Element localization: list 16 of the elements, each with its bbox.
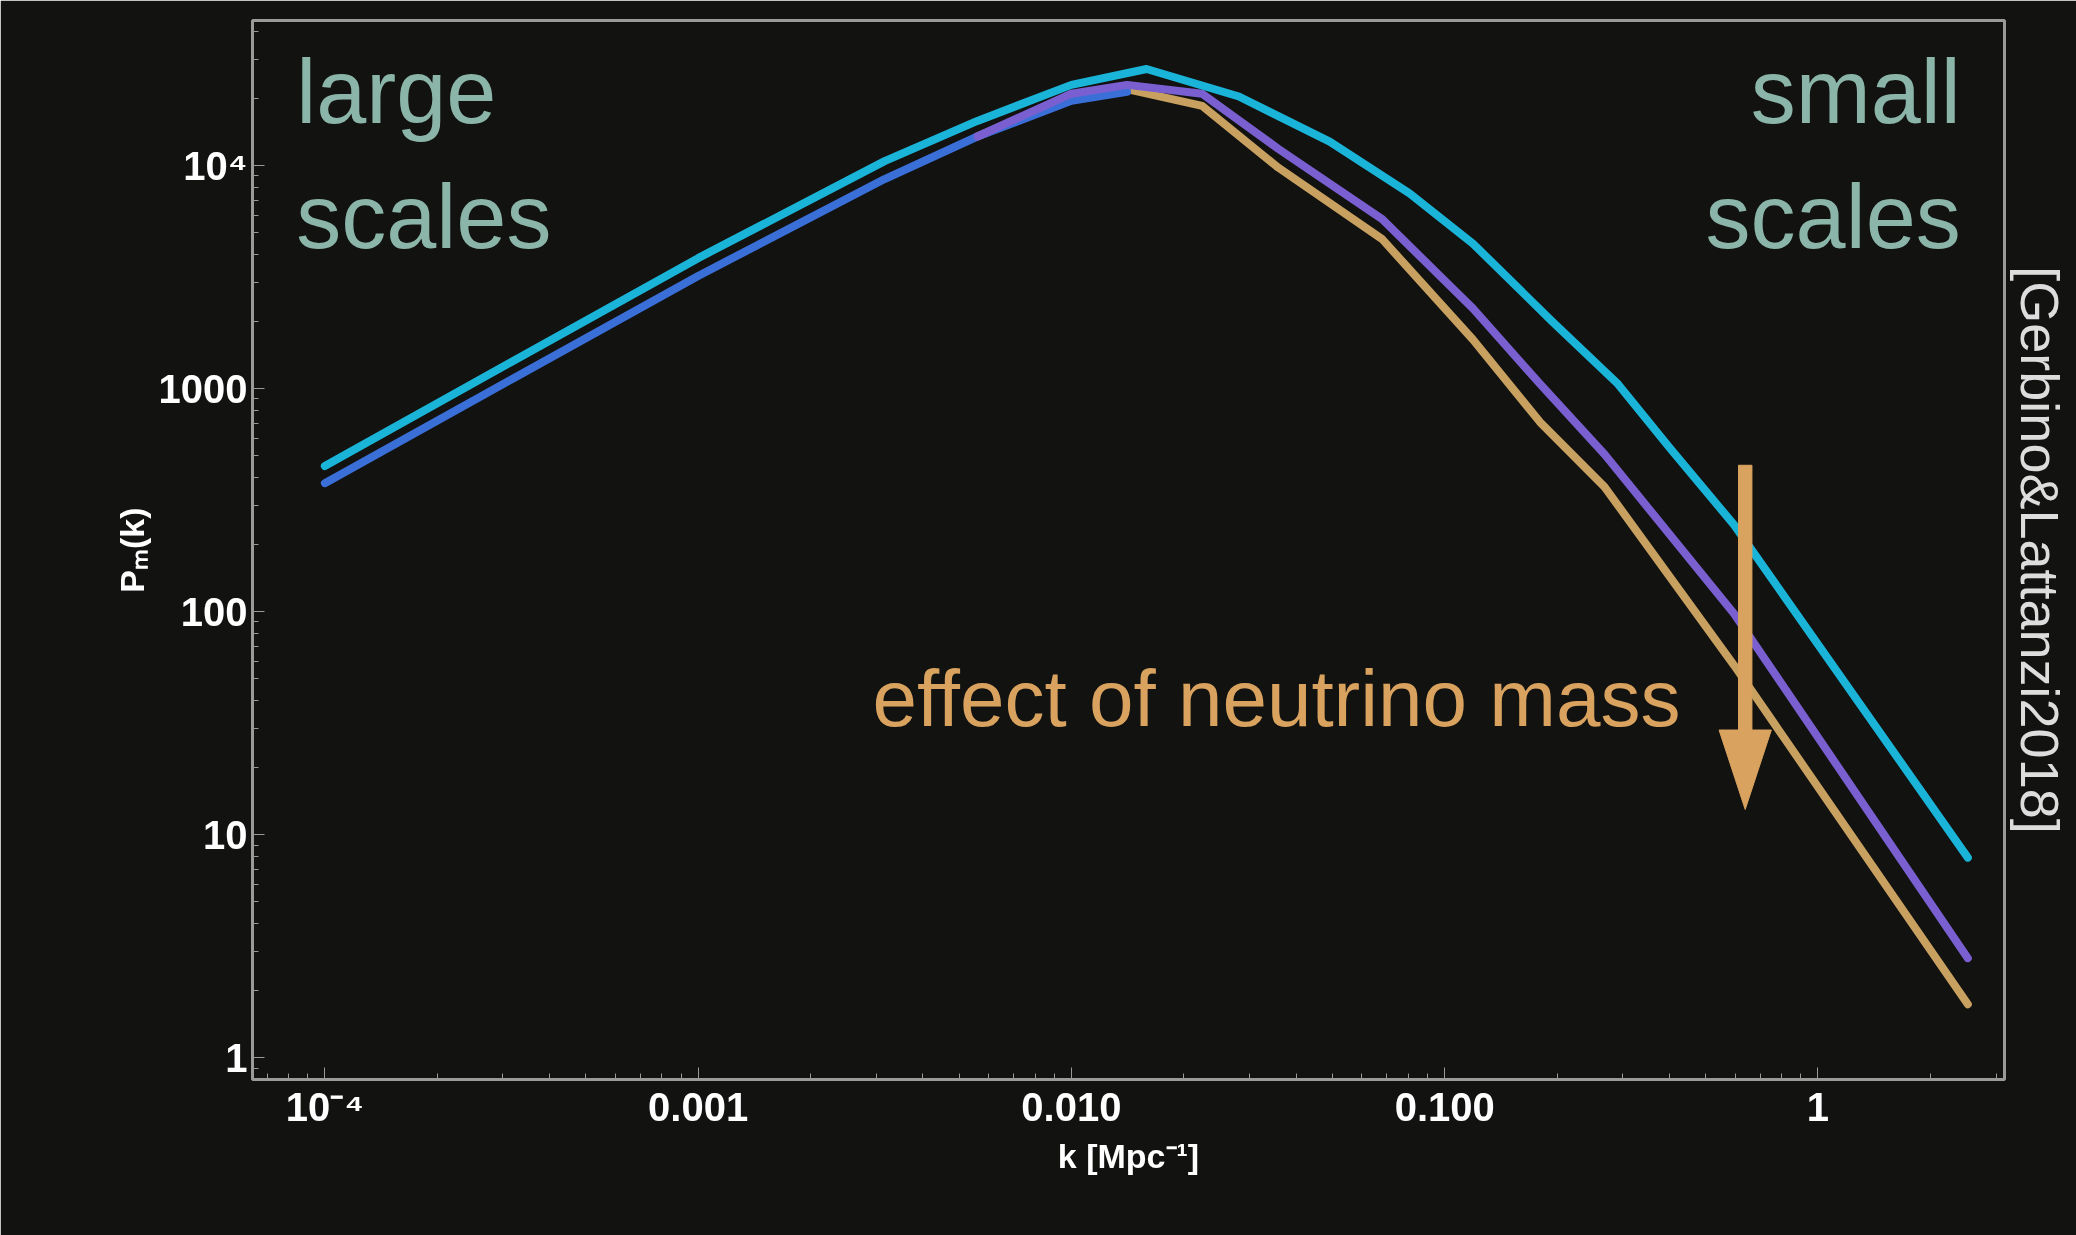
x-tick-label: 0.010 — [1021, 1084, 1122, 1129]
y-tick-label: 1000 — [158, 366, 248, 411]
y-tick-label: 1 — [225, 1035, 248, 1080]
x-tick-label: 0.100 — [1394, 1084, 1495, 1129]
y-tick-label: 10 — [203, 812, 248, 857]
annotation: large scales — [296, 41, 552, 267]
x-tick-label: 10⁻⁴ — [285, 1084, 364, 1129]
y-tick-label: 100 — [180, 589, 248, 634]
y-tick-label: 10⁴ — [183, 143, 248, 188]
y-axis-title: Pₘ(k) — [112, 507, 151, 593]
text: [Gerbino&Lattanzi2018] — [2009, 266, 2070, 834]
annotation: effect of neutrino mass — [872, 653, 1681, 743]
x-tick-label: 1 — [1806, 1084, 1830, 1129]
x-axis-title: k [Mpc⁻¹] — [1057, 1136, 1200, 1175]
annotation: small scales — [1705, 41, 1961, 267]
x-tick-label: 0.001 — [648, 1084, 749, 1129]
